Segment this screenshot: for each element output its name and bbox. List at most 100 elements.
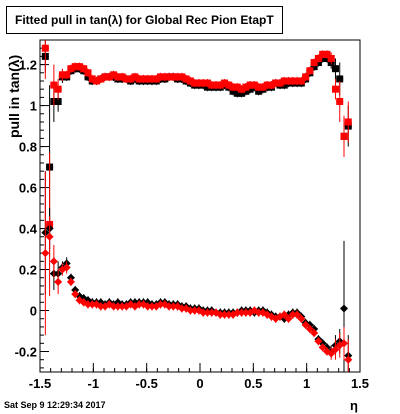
data-point-square bbox=[314, 54, 322, 62]
data-point-square bbox=[336, 97, 344, 105]
data-point-square bbox=[336, 75, 344, 83]
y-tick-label: 0.6 bbox=[19, 181, 37, 196]
data-point-square bbox=[135, 75, 143, 83]
data-point-square bbox=[323, 50, 331, 58]
data-point-square bbox=[310, 59, 318, 67]
data-point-square bbox=[208, 81, 216, 89]
y-tick-label: 1.2 bbox=[19, 58, 37, 73]
data-point-diamond bbox=[156, 300, 165, 309]
data-point-diamond bbox=[62, 263, 71, 272]
data-point-diamond bbox=[109, 302, 118, 311]
data-point-diamond bbox=[54, 277, 63, 286]
data-point-square bbox=[182, 75, 190, 83]
data-point-diamond bbox=[340, 304, 348, 313]
data-point-diamond bbox=[165, 302, 174, 311]
x-axis-label: η bbox=[350, 398, 358, 413]
data-point-diamond bbox=[84, 300, 92, 309]
data-point-diamond bbox=[135, 300, 144, 309]
data-point-diamond bbox=[301, 320, 310, 329]
data-point-square bbox=[233, 83, 241, 91]
data-point-square bbox=[302, 73, 310, 81]
data-point-diamond bbox=[314, 337, 323, 346]
data-point-square bbox=[186, 77, 194, 85]
y-tick-label: 0.8 bbox=[19, 140, 37, 155]
data-point-square bbox=[54, 97, 62, 105]
data-point-square bbox=[225, 81, 233, 89]
data-point-diamond bbox=[310, 329, 319, 338]
data-point-diamond bbox=[186, 306, 195, 315]
y-tick-label: 0.2 bbox=[19, 263, 37, 278]
data-point-square bbox=[327, 54, 335, 62]
y-tick-label: -0.2 bbox=[15, 345, 37, 360]
data-point-diamond bbox=[199, 308, 208, 317]
data-point-square bbox=[314, 59, 322, 67]
data-point-square bbox=[131, 73, 139, 81]
data-point-diamond bbox=[118, 302, 127, 311]
data-point-square bbox=[54, 85, 62, 93]
data-point-diamond bbox=[207, 308, 216, 317]
data-point-square bbox=[122, 75, 130, 83]
data-point-diamond bbox=[96, 302, 105, 311]
data-point-square bbox=[344, 118, 352, 126]
data-point-square bbox=[285, 77, 293, 85]
x-tick-label: -1 bbox=[88, 376, 100, 391]
data-point-diamond bbox=[284, 314, 293, 323]
data-point-square bbox=[101, 73, 109, 81]
data-point-square bbox=[203, 79, 211, 87]
data-point-square bbox=[246, 81, 254, 89]
data-point-square bbox=[105, 73, 113, 81]
data-point-diamond bbox=[305, 324, 314, 333]
series-3 bbox=[41, 171, 353, 372]
x-tick-label: 0.5 bbox=[244, 376, 262, 391]
x-tick-label: -1.5 bbox=[29, 376, 51, 391]
data-point-square bbox=[139, 75, 147, 83]
data-point-square bbox=[280, 77, 288, 85]
timestamp: Sat Sep 9 12:29:34 2017 bbox=[4, 400, 106, 410]
data-point-diamond bbox=[224, 310, 233, 319]
data-point-square bbox=[157, 73, 165, 81]
chart-title: Fitted pull in tan(λ) for Global Rec Pio… bbox=[6, 6, 283, 34]
data-point-square bbox=[242, 83, 250, 91]
data-point-diamond bbox=[66, 277, 75, 286]
data-point-square bbox=[97, 75, 105, 83]
data-point-diamond bbox=[344, 355, 353, 364]
data-point-diamond bbox=[288, 310, 297, 319]
data-point-square bbox=[259, 83, 267, 91]
data-point-square bbox=[152, 75, 160, 83]
y-tick-label: 0.4 bbox=[19, 222, 38, 237]
data-point-diamond bbox=[327, 349, 336, 358]
data-point-diamond bbox=[216, 310, 225, 319]
data-point-square bbox=[71, 63, 79, 71]
data-point-square bbox=[263, 81, 271, 89]
data-point-diamond bbox=[331, 345, 340, 354]
data-marks bbox=[41, 40, 353, 372]
data-point-diamond bbox=[297, 314, 306, 323]
data-point-square bbox=[340, 132, 348, 140]
data-point-square bbox=[276, 79, 284, 87]
data-point-diamond bbox=[190, 306, 199, 315]
data-point-square bbox=[229, 83, 237, 91]
data-point-square bbox=[93, 77, 101, 85]
data-point-square bbox=[238, 85, 246, 93]
data-point-square bbox=[127, 75, 135, 83]
data-point-square bbox=[84, 69, 92, 77]
data-point-diamond bbox=[148, 302, 156, 311]
data-point-square bbox=[297, 77, 305, 85]
data-point-square bbox=[191, 79, 199, 87]
x-tick-label: -0.5 bbox=[135, 376, 157, 391]
data-point-diamond bbox=[169, 302, 178, 311]
data-point-square bbox=[306, 67, 314, 75]
data-point-square bbox=[289, 77, 297, 85]
data-point-square bbox=[233, 89, 241, 97]
data-point-diamond bbox=[241, 308, 250, 317]
series-4 bbox=[41, 171, 353, 372]
data-point-square bbox=[58, 71, 66, 79]
data-point-square bbox=[293, 77, 301, 85]
x-tick-label: 1 bbox=[303, 376, 310, 391]
data-point-square bbox=[255, 83, 263, 91]
data-point-square bbox=[110, 71, 118, 79]
data-point-diamond bbox=[177, 304, 186, 313]
data-point-diamond bbox=[41, 249, 50, 258]
data-point-square bbox=[161, 73, 169, 81]
data-point-square bbox=[272, 79, 280, 87]
